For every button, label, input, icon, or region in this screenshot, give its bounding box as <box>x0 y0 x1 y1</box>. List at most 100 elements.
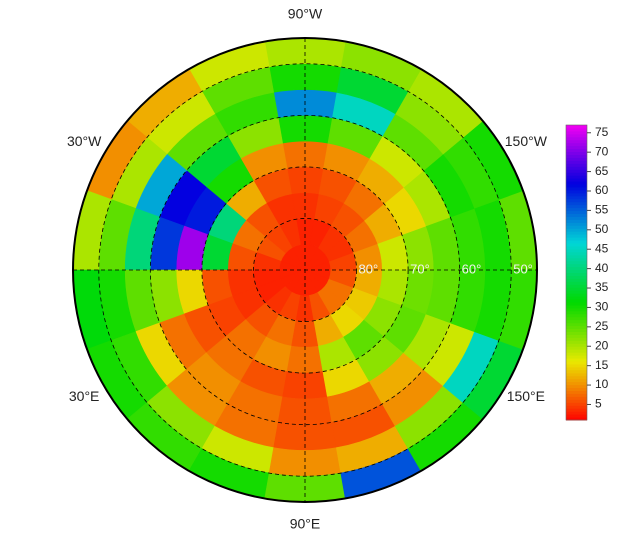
colorbar-step <box>566 257 587 262</box>
parallel <box>98 63 512 477</box>
colorbar-label: 10 <box>595 377 609 391</box>
colorbar-step <box>566 225 587 229</box>
colorbar-label: 5 <box>595 397 602 411</box>
colorbar-step <box>566 210 587 214</box>
colorbar-step <box>566 204 587 209</box>
colorbar-step <box>566 346 587 350</box>
colorbar-step <box>566 405 587 409</box>
colorbar-step <box>566 234 587 238</box>
colorbar-label: 15 <box>595 358 609 372</box>
colorbar-step <box>566 310 587 315</box>
colorbar-step <box>566 281 587 285</box>
parallel <box>149 114 461 426</box>
lat-label: 70° <box>410 261 430 276</box>
colorbar-step <box>566 381 587 386</box>
colorbar-step <box>566 169 587 173</box>
colorbar-step <box>566 186 587 191</box>
colorbar-step <box>566 254 587 259</box>
colorbar-step <box>566 172 587 176</box>
colorbar-step <box>566 417 587 421</box>
colorbar-step <box>566 325 587 330</box>
colorbar-step <box>566 340 587 344</box>
colorbar-step <box>566 307 587 312</box>
colorbar-step <box>566 142 587 147</box>
colorbar-step <box>566 399 587 403</box>
colorbar-step <box>566 331 587 335</box>
colorbar-step <box>566 378 587 383</box>
colorbar-step <box>566 175 587 179</box>
colorbar-label: 70 <box>595 144 609 158</box>
colorbar-step <box>566 222 587 226</box>
colorbar-step <box>566 411 587 415</box>
colorbar-step <box>566 216 587 220</box>
colorbar-step <box>566 366 587 371</box>
colorbar-step <box>566 195 587 200</box>
colorbar-step <box>566 319 587 324</box>
colorbar-step <box>566 240 587 244</box>
colorbar-step <box>566 316 587 321</box>
colorbar-step <box>566 178 587 182</box>
colorbar-step <box>566 237 587 241</box>
colorbar-step <box>566 355 587 359</box>
colorbar-step <box>566 408 587 412</box>
colorbar-step <box>566 278 587 282</box>
colorbar: 5 10 15 20 25 30 35 40 45 50 55 60 65 70 75 <box>565 124 609 421</box>
lat-label: 60° <box>462 261 482 276</box>
colorbar-step <box>566 384 587 389</box>
colorbar-label: 60 <box>595 183 609 197</box>
colorbar-label: 75 <box>595 125 609 139</box>
colorbar-label: 65 <box>595 164 609 178</box>
colorbar-step <box>566 139 587 144</box>
colorbar-step <box>566 343 587 347</box>
colorbar-step <box>566 154 587 158</box>
colorbar-label: 30 <box>595 300 609 314</box>
colorbar-step <box>566 396 587 400</box>
colorbar-label: 55 <box>595 203 609 217</box>
colorbar-step <box>566 402 587 406</box>
colorbar-step <box>566 296 587 300</box>
colorbar-step <box>566 299 587 303</box>
colorbar-step <box>566 390 587 394</box>
colorbar-step <box>566 293 587 297</box>
colorbar-step <box>566 166 587 170</box>
colorbar-step <box>566 231 587 235</box>
heatmap <box>72 37 538 503</box>
colorbar-step <box>566 260 587 265</box>
colorbar-step <box>566 130 587 135</box>
colorbar-step <box>566 269 587 273</box>
colorbar-step <box>566 245 587 250</box>
colorbar-label: 45 <box>595 241 609 255</box>
lat-label: 50° <box>513 261 533 276</box>
colorbar-step <box>566 290 587 294</box>
colorbar-step <box>566 275 587 279</box>
colorbar-step <box>566 219 587 223</box>
lon-label: 90°W <box>288 6 323 22</box>
colorbar-label: 50 <box>595 222 609 236</box>
colorbar-step <box>566 349 587 353</box>
colorbar-step <box>566 184 587 188</box>
colorbar-step <box>566 248 587 253</box>
colorbar-step <box>566 387 587 391</box>
colorbar-step <box>566 127 587 132</box>
colorbar-step <box>566 189 587 194</box>
colorbar-step <box>566 160 587 164</box>
colorbar-step <box>566 328 587 332</box>
colorbar-step <box>566 266 587 271</box>
colorbar-step <box>566 133 587 138</box>
colorbar-step <box>566 192 587 197</box>
colorbar-label: 35 <box>595 280 609 294</box>
colorbar-step <box>566 228 587 232</box>
colorbar-step <box>566 148 587 153</box>
colorbar-step <box>566 198 587 203</box>
lon-label: 150°E <box>507 388 545 404</box>
colorbar-step <box>566 136 587 141</box>
colorbar-label: 25 <box>595 319 609 333</box>
parallel <box>201 166 409 374</box>
colorbar-step <box>566 375 587 380</box>
colorbar-step <box>566 358 587 362</box>
colorbar-step <box>566 243 587 247</box>
colorbar-step <box>566 251 587 256</box>
